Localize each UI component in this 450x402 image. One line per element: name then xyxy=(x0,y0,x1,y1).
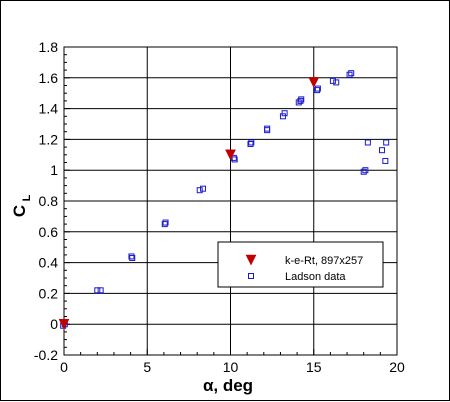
y-tick-label: 0 xyxy=(50,316,58,332)
y-tick-label: 1.8 xyxy=(39,39,59,55)
ladson-data-point xyxy=(162,219,169,226)
ladson-data-point xyxy=(247,141,254,148)
y-axis-title: C L xyxy=(10,194,33,217)
k-e-rt-point xyxy=(58,318,70,330)
ladson-data-point xyxy=(264,127,271,134)
x-tick-label: 5 xyxy=(143,359,151,375)
data-points xyxy=(58,70,390,330)
ladson-data-point xyxy=(346,71,353,78)
ladson-data-point xyxy=(379,147,386,154)
x-tick-label: 20 xyxy=(389,359,405,375)
legend-label-k-e-rt: k-e-Rt, 897x257 xyxy=(285,255,363,267)
legend-marker-k-e-rt xyxy=(245,254,257,266)
k-e-rt-point xyxy=(225,149,236,161)
ladson-data-point xyxy=(333,79,340,86)
y-tick-label: 1 xyxy=(50,162,58,178)
legend-square-marker xyxy=(248,273,254,279)
grid-lines xyxy=(63,46,398,356)
ladson-data-point xyxy=(383,139,390,146)
ladson-data-point xyxy=(314,85,321,92)
ladson-data-point xyxy=(329,77,336,84)
axis-ticks xyxy=(63,46,398,356)
legend-box xyxy=(217,241,384,288)
y-tick-label: 0.4 xyxy=(39,255,59,271)
ladson-data-point xyxy=(161,221,168,228)
ladson-data-point xyxy=(360,168,367,175)
ladson-data-point xyxy=(129,254,136,261)
y-tick-label: 1.6 xyxy=(39,70,59,86)
ladson-data-point xyxy=(281,110,288,117)
ladson-data-point xyxy=(128,253,135,260)
y-tick-label: 0.2 xyxy=(39,285,59,301)
ladson-data-point xyxy=(196,187,203,194)
ladson-data-point xyxy=(231,156,238,163)
ladson-data-point xyxy=(348,70,355,77)
ladson-data-point xyxy=(264,125,271,132)
y-tick-label: 1.4 xyxy=(39,101,59,117)
ladson-data-point xyxy=(297,97,304,104)
y-axis-title-subscript: L xyxy=(21,194,33,201)
k-e-rt-point xyxy=(308,77,320,88)
ladson-data-point xyxy=(200,185,207,192)
ladson-data-point xyxy=(279,113,286,120)
legend-label-ladson: Ladson data xyxy=(285,271,346,283)
legend-marker-ladson xyxy=(248,273,254,279)
ladson-data-point xyxy=(248,139,255,146)
x-tick-label: 10 xyxy=(223,359,239,375)
ladson-data-point xyxy=(364,139,371,146)
ladson-data-point xyxy=(298,96,305,103)
legend-triangle-marker xyxy=(245,254,257,266)
ladson-data-point xyxy=(314,87,321,94)
ladson-data-point xyxy=(362,167,369,174)
y-tick-label: 0.8 xyxy=(39,193,59,209)
x-tick-label: 0 xyxy=(60,359,68,375)
x-axis-title: α, deg xyxy=(203,376,253,395)
ladson-data-point xyxy=(94,287,101,294)
axis-tick-labels: 0 5 10 15 20-0.200.20.40.60.811.21.41.61.8 xyxy=(34,39,405,375)
y-tick-label: 0.6 xyxy=(39,224,59,240)
x-tick-label: 15 xyxy=(306,359,322,375)
ladson-data-point xyxy=(97,287,104,294)
y-tick-label: -0.2 xyxy=(34,347,58,363)
y-axis-title-main: C xyxy=(10,205,29,217)
ladson-data-point xyxy=(382,157,389,164)
legend: k-e-Rt, 897x257 Ladson data xyxy=(217,241,384,288)
y-tick-label: 1.2 xyxy=(39,131,59,147)
